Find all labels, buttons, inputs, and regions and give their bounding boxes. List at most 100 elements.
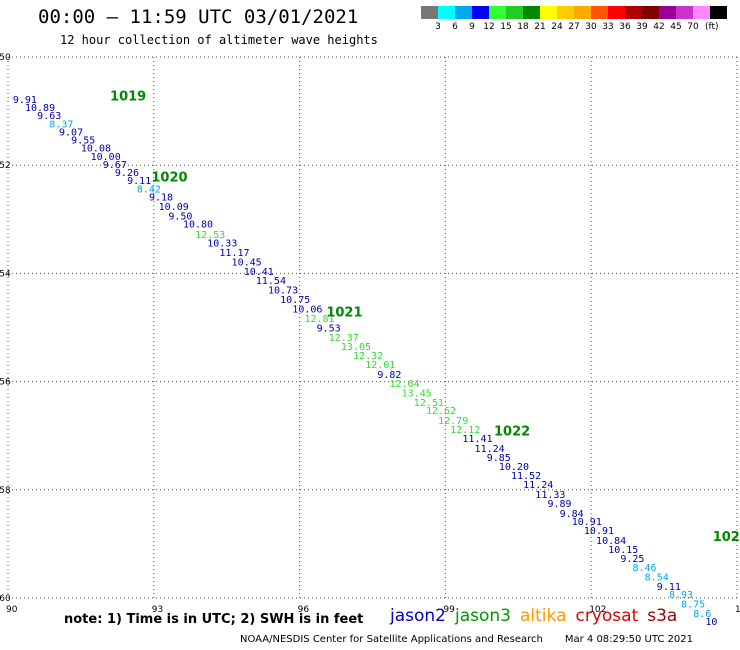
wave-height-value: 10 [705,617,717,628]
color-scale-swatch [523,6,540,19]
wave-height-points: 9.9110.899.638.379.079.5510.0810.009.679… [13,95,718,628]
wave-height-value: 10.73 [268,285,298,296]
wave-height-value: 12.81 [304,314,334,325]
map-subtitle: 12 hour collection of altimeter wave hei… [60,33,378,47]
wave-height-value: 8.93 [669,590,693,601]
y-tick-label: -56 [0,378,11,388]
wave-height-value: 8.37 [49,119,73,130]
footer-note: note: 1) Time is in UTC; 2) SWH is in fe… [64,612,364,627]
credit-organization: NOAA/NESDIS Center for Satellite Applica… [240,634,543,645]
color-scale-label: 24 [551,22,563,32]
satellite-legend: jason2 jason3 altika cryosat s3a [390,606,686,626]
pass-number-label: 1020 [151,170,187,185]
wave-height-value: 10.00 [91,152,121,163]
wave-height-value: 9.07 [59,127,83,138]
y-tick-label: -60 [0,594,11,604]
wave-height-value: 11.54 [256,276,286,287]
wave-height-value: 9.26 [115,168,139,179]
wave-height-value: 9.89 [547,499,571,510]
color-scale-swatch [625,6,642,19]
wave-height-value: 9.85 [487,453,511,464]
y-tick-label: -52 [0,161,11,171]
credit-line: NOAA/NESDIS Center for Satellite Applica… [240,634,693,645]
wave-height-value: 12.51 [414,398,444,409]
wave-height-value: 11.52 [511,471,541,482]
pass-number-label: 1019 [110,89,146,104]
wave-height-value: 10.89 [25,103,55,114]
color-scale-swatch [642,6,659,19]
wave-height-value: 9.84 [560,509,584,520]
color-scale-label: 6 [452,22,458,32]
wave-height-value: 12.53 [195,230,225,241]
wave-height-value: 9.11 [127,176,151,187]
wave-height-value: 10.33 [207,238,237,249]
wave-height-value: 10.09 [159,202,189,213]
y-tick-label: -50 [0,53,11,63]
color-scale-swatch [591,6,608,19]
legend-jason3: jason3 [455,606,511,626]
legend-cryosat: cryosat [575,606,639,626]
color-scale-label: 15 [500,22,512,32]
wave-height-value: 8.46 [633,563,657,574]
wave-height-value: 9.25 [620,554,644,565]
color-scale-swatch [710,6,727,19]
wave-height-value: 12.64 [390,379,420,390]
axis-ticks: 90 93 96 99 102 105 -50 -52 -54 -56 -58 -60 [0,53,740,615]
pass-number-label: 1022 [494,425,530,440]
wave-height-value: 8.6 [693,609,711,620]
color-scale-unit: (ft) [705,22,719,32]
map-grid [7,56,738,599]
legend-s3a: s3a [647,606,678,626]
color-scale-swatch [540,6,557,19]
wave-height-value: 11.33 [535,490,565,501]
wave-height-value: 12.32 [353,351,383,362]
color-scale-swatch [659,6,676,19]
color-scale-label: 18 [517,22,529,32]
color-scale-label: 12 [483,22,495,32]
pass-number-label: 1023 [713,530,740,545]
wave-height-value: 12.37 [329,333,359,344]
color-scale-swatch [438,6,455,19]
wave-height-value: 9.11 [657,582,681,593]
pass-labels: 1019 1020 1021 1022 1023 [110,89,740,545]
wave-height-value: 10.75 [280,295,310,306]
wave-height-value: 10.06 [292,304,322,315]
wave-height-value: 12.79 [438,416,468,427]
color-scale-swatch [693,6,710,19]
wave-height-value: 9.18 [149,192,173,203]
color-scale-swatch [676,6,693,19]
wave-height-value: 10.41 [244,267,274,278]
wave-height-value: 8.75 [681,600,705,611]
wave-height-value: 9.53 [317,323,341,334]
wave-height-value: 9.82 [377,370,401,381]
color-scale-label: 39 [636,22,648,32]
color-scale-swatch [421,6,438,19]
wave-height-value: 13.05 [341,342,371,353]
x-tick-label: 105 [735,605,740,615]
wave-height-value: 9.50 [168,211,192,222]
wave-height-value: 10.84 [596,536,626,547]
color-scale-swatch [608,6,625,19]
wave-height-value: 12.62 [426,406,456,417]
wave-height-value: 11.24 [523,480,553,491]
color-scale-swatch [455,6,472,19]
color-scale-label: 30 [585,22,597,32]
wave-height-value: 10.15 [608,545,638,556]
x-tick-label: 93 [152,605,163,615]
map-title: 00:00 – 11:59 UTC 03/01/2021 [38,6,359,28]
wave-height-value: 11.17 [219,248,249,259]
y-tick-label: -58 [0,486,11,496]
wave-height-value: 9.67 [103,160,127,171]
wave-height-value: 12.01 [365,360,395,371]
wave-height-value: 9.55 [71,136,95,147]
pass-number-label: 1021 [326,306,362,321]
color-scale-label: 9 [469,22,475,32]
color-scale-swatch [506,6,523,19]
wave-height-value: 12.12 [450,425,480,436]
wave-height-value: 10.91 [572,517,602,528]
wave-height-value: 13.45 [402,389,432,400]
wave-height-value: 9.63 [37,111,61,122]
credit-timestamp: Mar 4 08:29:50 UTC 2021 [564,634,693,645]
wave-height-value: 8.54 [645,573,669,584]
color-scale-label: 70 [687,22,699,32]
